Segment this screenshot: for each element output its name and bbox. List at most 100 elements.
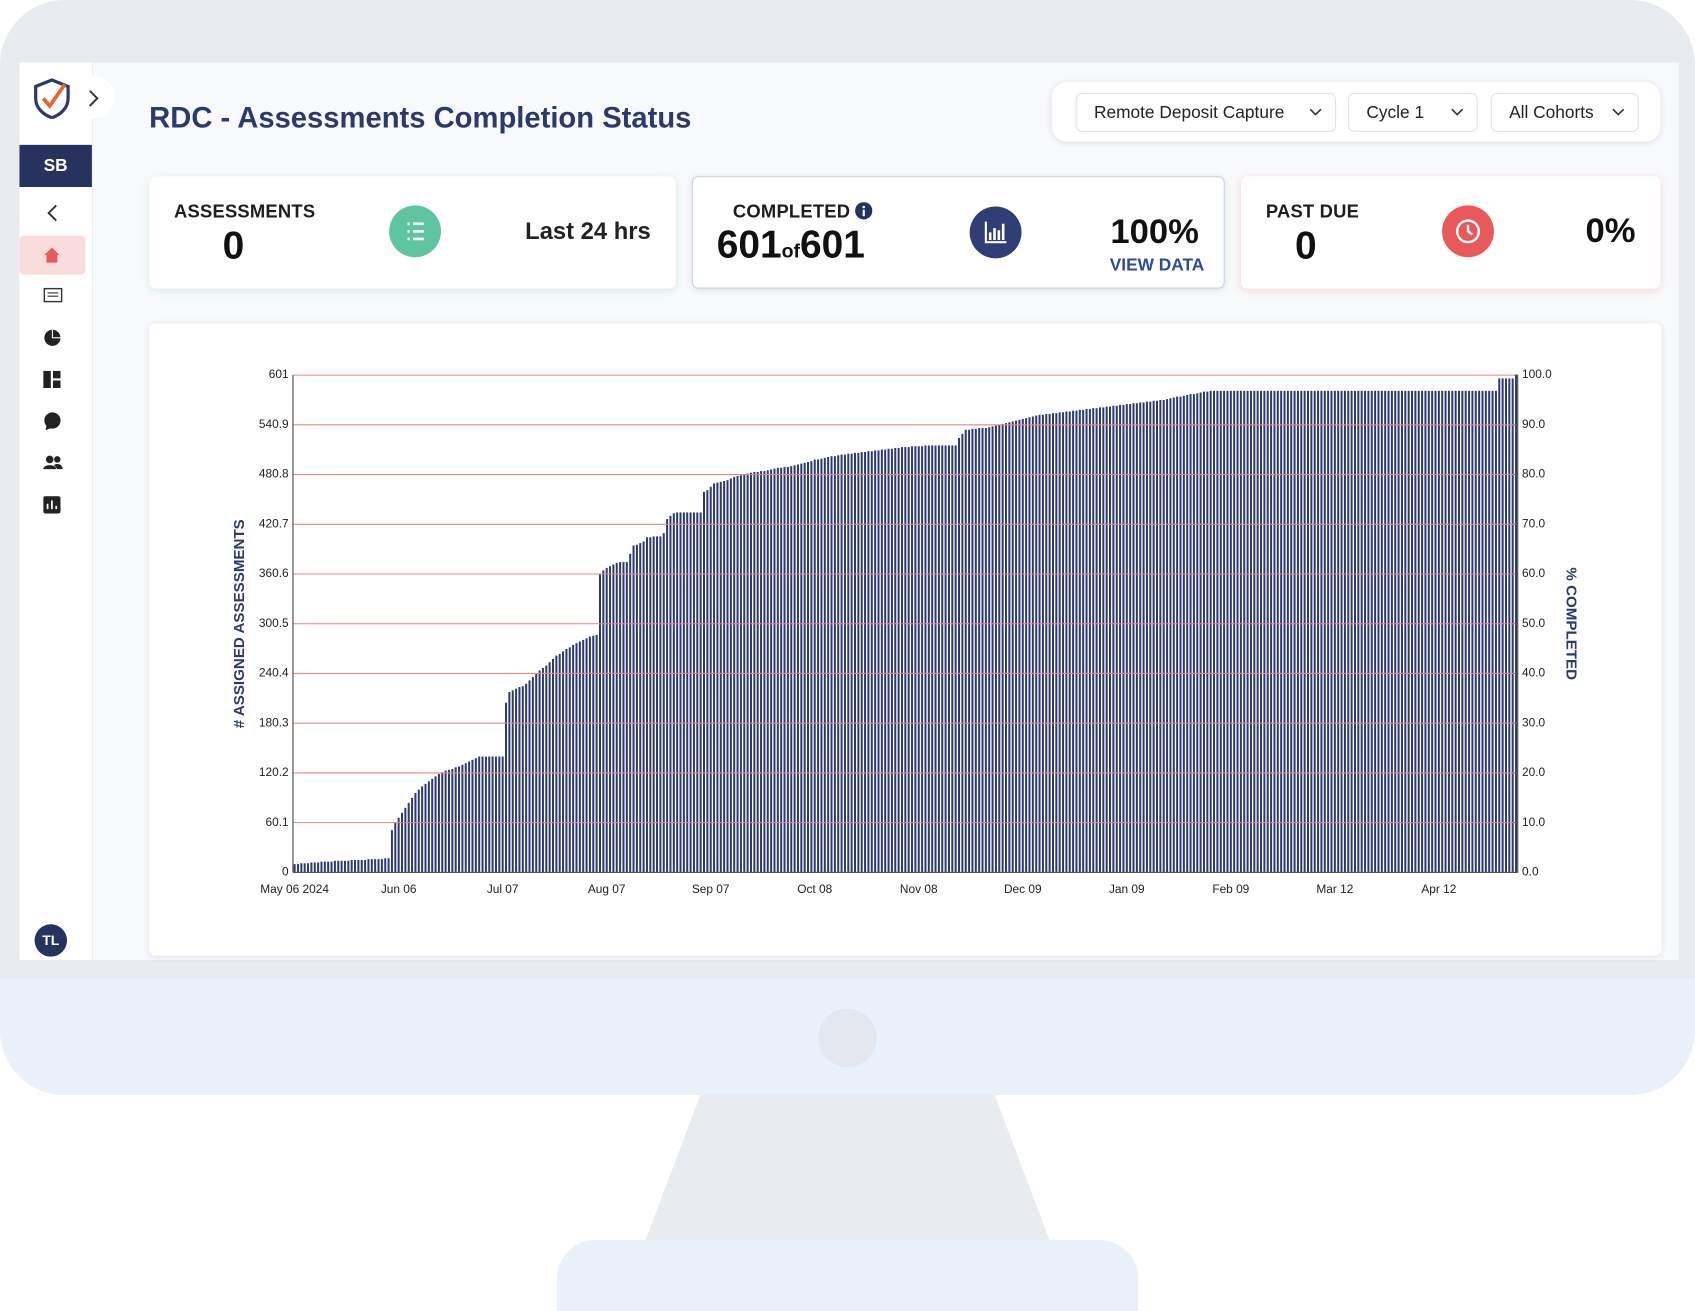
bar — [877, 450, 880, 873]
bar — [649, 537, 652, 873]
bar — [783, 466, 786, 873]
bar — [847, 453, 850, 873]
bar — [578, 641, 581, 873]
bar — [978, 428, 981, 873]
bar — [897, 447, 900, 873]
bar — [1350, 390, 1353, 873]
y2-tick-label: 10.0 — [1522, 815, 1546, 829]
bar — [538, 670, 541, 873]
reports-nav[interactable] — [43, 496, 61, 514]
cohort-dropdown[interactable]: All Cohorts — [1490, 92, 1639, 132]
bar — [1360, 390, 1363, 873]
bar — [870, 451, 873, 873]
bar — [1139, 402, 1142, 873]
bar — [1045, 413, 1048, 873]
pie-nav[interactable] — [43, 329, 61, 347]
bar — [1504, 378, 1507, 873]
bar — [1276, 390, 1279, 873]
bar — [1260, 390, 1263, 873]
bar — [951, 445, 954, 873]
bar — [629, 553, 632, 873]
y-tick-label: 601 — [269, 367, 289, 381]
bar — [484, 756, 487, 873]
x-tick-label: Dec 09 — [1004, 882, 1042, 896]
view-data-link[interactable]: VIEW DATA — [1109, 256, 1205, 275]
cycle-dropdown[interactable]: Cycle 1 — [1348, 92, 1478, 132]
bar — [729, 478, 732, 873]
bar — [481, 756, 484, 873]
bar — [1266, 390, 1269, 873]
info-icon[interactable] — [855, 202, 873, 220]
chat-nav[interactable] — [43, 412, 61, 431]
bar — [468, 761, 471, 873]
bar — [1196, 393, 1199, 873]
bar — [1357, 390, 1360, 873]
user-avatar[interactable]: TL — [34, 924, 68, 957]
bar — [525, 683, 528, 873]
bar — [367, 859, 370, 873]
bar — [1162, 399, 1165, 873]
bar — [709, 486, 712, 873]
bar — [1055, 413, 1058, 873]
y-tick-label: 180.3 — [259, 715, 289, 729]
bar — [860, 452, 863, 873]
dashboard-nav[interactable] — [43, 370, 61, 389]
bar — [545, 665, 548, 873]
x-tick-label: Aug 07 — [588, 882, 626, 896]
bar — [572, 644, 575, 873]
bar — [1075, 410, 1078, 873]
completed-count: 601 — [716, 221, 782, 266]
bar — [548, 662, 551, 873]
bar — [1155, 400, 1159, 873]
bar — [1152, 400, 1155, 873]
bar — [1229, 390, 1232, 873]
bar — [776, 467, 779, 873]
bar — [1330, 390, 1333, 873]
bar — [773, 468, 776, 873]
bar — [1451, 390, 1454, 873]
bar — [488, 756, 491, 873]
bar — [656, 536, 659, 873]
bar — [1424, 390, 1427, 873]
chart: May 06 2024 Jun 06 Jul 07 Aug 07 Sep 07 Oct 0… — [231, 367, 1580, 896]
bar — [1115, 405, 1118, 873]
bar — [947, 445, 950, 873]
monitor-stand — [643, 1095, 1052, 1247]
bar — [1377, 390, 1380, 873]
list-nav[interactable] — [43, 287, 63, 303]
product-dropdown[interactable]: Remote Deposit Capture — [1075, 92, 1337, 132]
bar — [464, 763, 467, 873]
bar — [632, 545, 635, 873]
bar — [1233, 390, 1236, 873]
bar — [451, 768, 454, 873]
collapse-icon[interactable] — [45, 203, 60, 222]
card-percent: 100% — [1110, 211, 1199, 251]
bar — [1488, 390, 1491, 873]
home-nav[interactable] — [19, 235, 86, 275]
list-icon — [389, 205, 442, 258]
bar — [1498, 378, 1501, 873]
bar — [1481, 390, 1484, 873]
bar — [1327, 390, 1330, 873]
bar — [954, 445, 957, 873]
org-badge[interactable]: SB — [19, 144, 92, 188]
bar — [1468, 390, 1471, 873]
bar — [1337, 390, 1340, 873]
bar — [1109, 406, 1112, 873]
bar — [313, 862, 316, 873]
users-nav[interactable] — [42, 454, 64, 471]
bar — [458, 766, 461, 873]
bar — [444, 770, 447, 873]
x-tick-label: May 06 2024 — [260, 882, 329, 896]
bar — [931, 445, 934, 873]
bar — [766, 470, 769, 873]
bar — [1323, 390, 1326, 873]
bar — [494, 756, 497, 873]
bar — [380, 859, 383, 873]
chart-card: May 06 2024 Jun 06 Jul 07 Aug 07 Sep 07 Oct 0… — [149, 323, 1662, 956]
y2-tick-label: 70.0 — [1522, 516, 1546, 530]
bar — [300, 863, 303, 873]
bar — [1112, 405, 1115, 873]
y2-tick-label: 30.0 — [1522, 715, 1546, 729]
bar — [1176, 396, 1179, 873]
